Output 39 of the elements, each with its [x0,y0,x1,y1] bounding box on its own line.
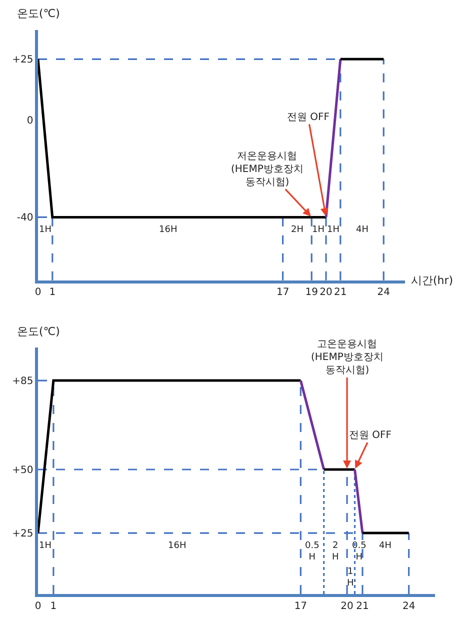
x-axis-title: 시간(hr) [411,274,454,287]
annotation: 4H [379,541,392,551]
annotation: 16H [168,541,186,551]
x-tick-label: 17 [276,287,290,298]
annotation: 1H [39,225,52,235]
annotation: 1H [312,225,324,235]
x-tick-label: 17 [294,600,308,612]
y-tick-label: 0 [26,115,34,126]
annotation: 1H [39,541,52,551]
x-tick-label: 1 [49,287,56,298]
x-tick-label: 21 [334,287,347,298]
x-tick-label: 0 [34,600,42,612]
x-tick-label: 1 [50,600,57,612]
annotation: 4H [356,225,368,235]
x-tick-label: 19 [305,287,318,298]
x-tick-label: 20 [340,600,354,612]
y-axis-title: 온도(℃) [17,325,60,338]
annotation: 0.5 H [305,541,320,563]
annotation: 2 H [332,541,339,563]
x-tick-label: 24 [377,287,390,298]
annotation: 고온운용시험 (HEMP방호장치 동작시험) [311,339,384,376]
x-tick-label: 20 [320,287,332,298]
x-tick-label: 24 [402,600,416,612]
x-tick-label: 21 [356,600,369,612]
annotation: 전원 OFF [287,112,330,123]
annotation: 1 H [347,567,354,589]
y-tick-label: +50 [12,464,34,476]
annotation: 저온운용시험 (HEMP방호장치 동작시험) [231,151,304,188]
y-tick-label: +85 [12,376,34,388]
annotation: 16H [159,225,178,235]
annotation: 0.5 H [352,541,366,563]
y-tick-label: +25 [12,54,34,66]
annotation: 전원 OFF [349,430,392,441]
annotation: 1H [327,225,340,235]
annotation: 2H [291,225,304,235]
y-tick-label: +25 [12,528,34,540]
x-tick-label: 0 [34,287,42,298]
y-tick-label: -40 [16,212,34,224]
y-axis-title: 온도(℃) [17,7,60,20]
